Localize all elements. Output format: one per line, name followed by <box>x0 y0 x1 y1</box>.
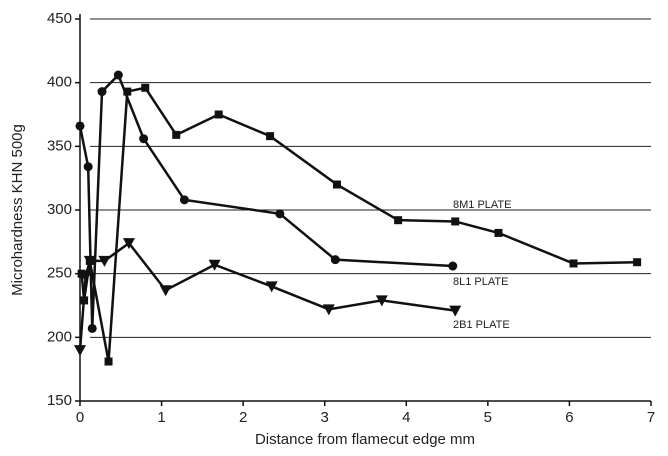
x-axis-label: Distance from flamecut edge mm <box>255 431 475 448</box>
marker <box>449 305 462 317</box>
marker <box>141 83 150 92</box>
marker <box>123 87 132 96</box>
marker <box>633 258 642 267</box>
marker <box>448 261 458 271</box>
marker <box>87 323 97 333</box>
marker <box>79 271 92 283</box>
marker <box>266 132 275 141</box>
marker <box>159 285 172 297</box>
marker <box>494 228 503 237</box>
marker <box>208 259 221 271</box>
marker <box>83 255 96 267</box>
marker <box>214 110 223 119</box>
marker <box>451 217 460 226</box>
marker <box>375 295 388 307</box>
marker <box>265 281 278 293</box>
y-axis-label: Microhardness KHN 500g <box>9 124 26 296</box>
x-tick-label: 5 <box>484 409 492 426</box>
line <box>78 241 456 351</box>
marker <box>172 130 181 139</box>
series-label: 2B1 PLATE <box>453 319 510 331</box>
line <box>80 86 638 362</box>
marker <box>74 345 86 357</box>
marker <box>332 180 341 189</box>
y-tick-label: 350 <box>47 137 72 154</box>
marker <box>394 216 403 225</box>
y-tick-label: 450 <box>47 10 72 27</box>
marker <box>113 70 123 80</box>
x-tick-label: 2 <box>239 409 247 426</box>
y-tick-label: 150 <box>47 392 72 409</box>
x-tick-label: 1 <box>157 409 165 426</box>
marker <box>330 255 340 265</box>
marker <box>139 134 149 144</box>
marker <box>275 209 285 219</box>
x-tick-label: 0 <box>76 409 84 426</box>
marker <box>322 304 335 316</box>
marker <box>83 162 93 172</box>
marker <box>98 255 111 267</box>
x-tick-label: 6 <box>565 409 573 426</box>
series-label: 8L1 PLATE <box>453 276 508 288</box>
line <box>78 72 453 329</box>
y-tick-label: 300 <box>47 201 72 218</box>
y-tick-label: 250 <box>47 265 72 282</box>
y-tick-label: 200 <box>47 328 72 345</box>
marker <box>179 195 189 205</box>
marker <box>97 87 107 97</box>
marker <box>104 357 113 366</box>
x-tick-label: 7 <box>647 409 655 426</box>
x-tick-label: 4 <box>402 409 410 426</box>
series-label: 8M1 PLATE <box>453 199 512 211</box>
marker <box>75 121 85 131</box>
y-tick-label: 400 <box>47 74 72 91</box>
marker <box>122 238 135 250</box>
x-tick-label: 3 <box>321 409 329 426</box>
marker <box>569 259 578 268</box>
